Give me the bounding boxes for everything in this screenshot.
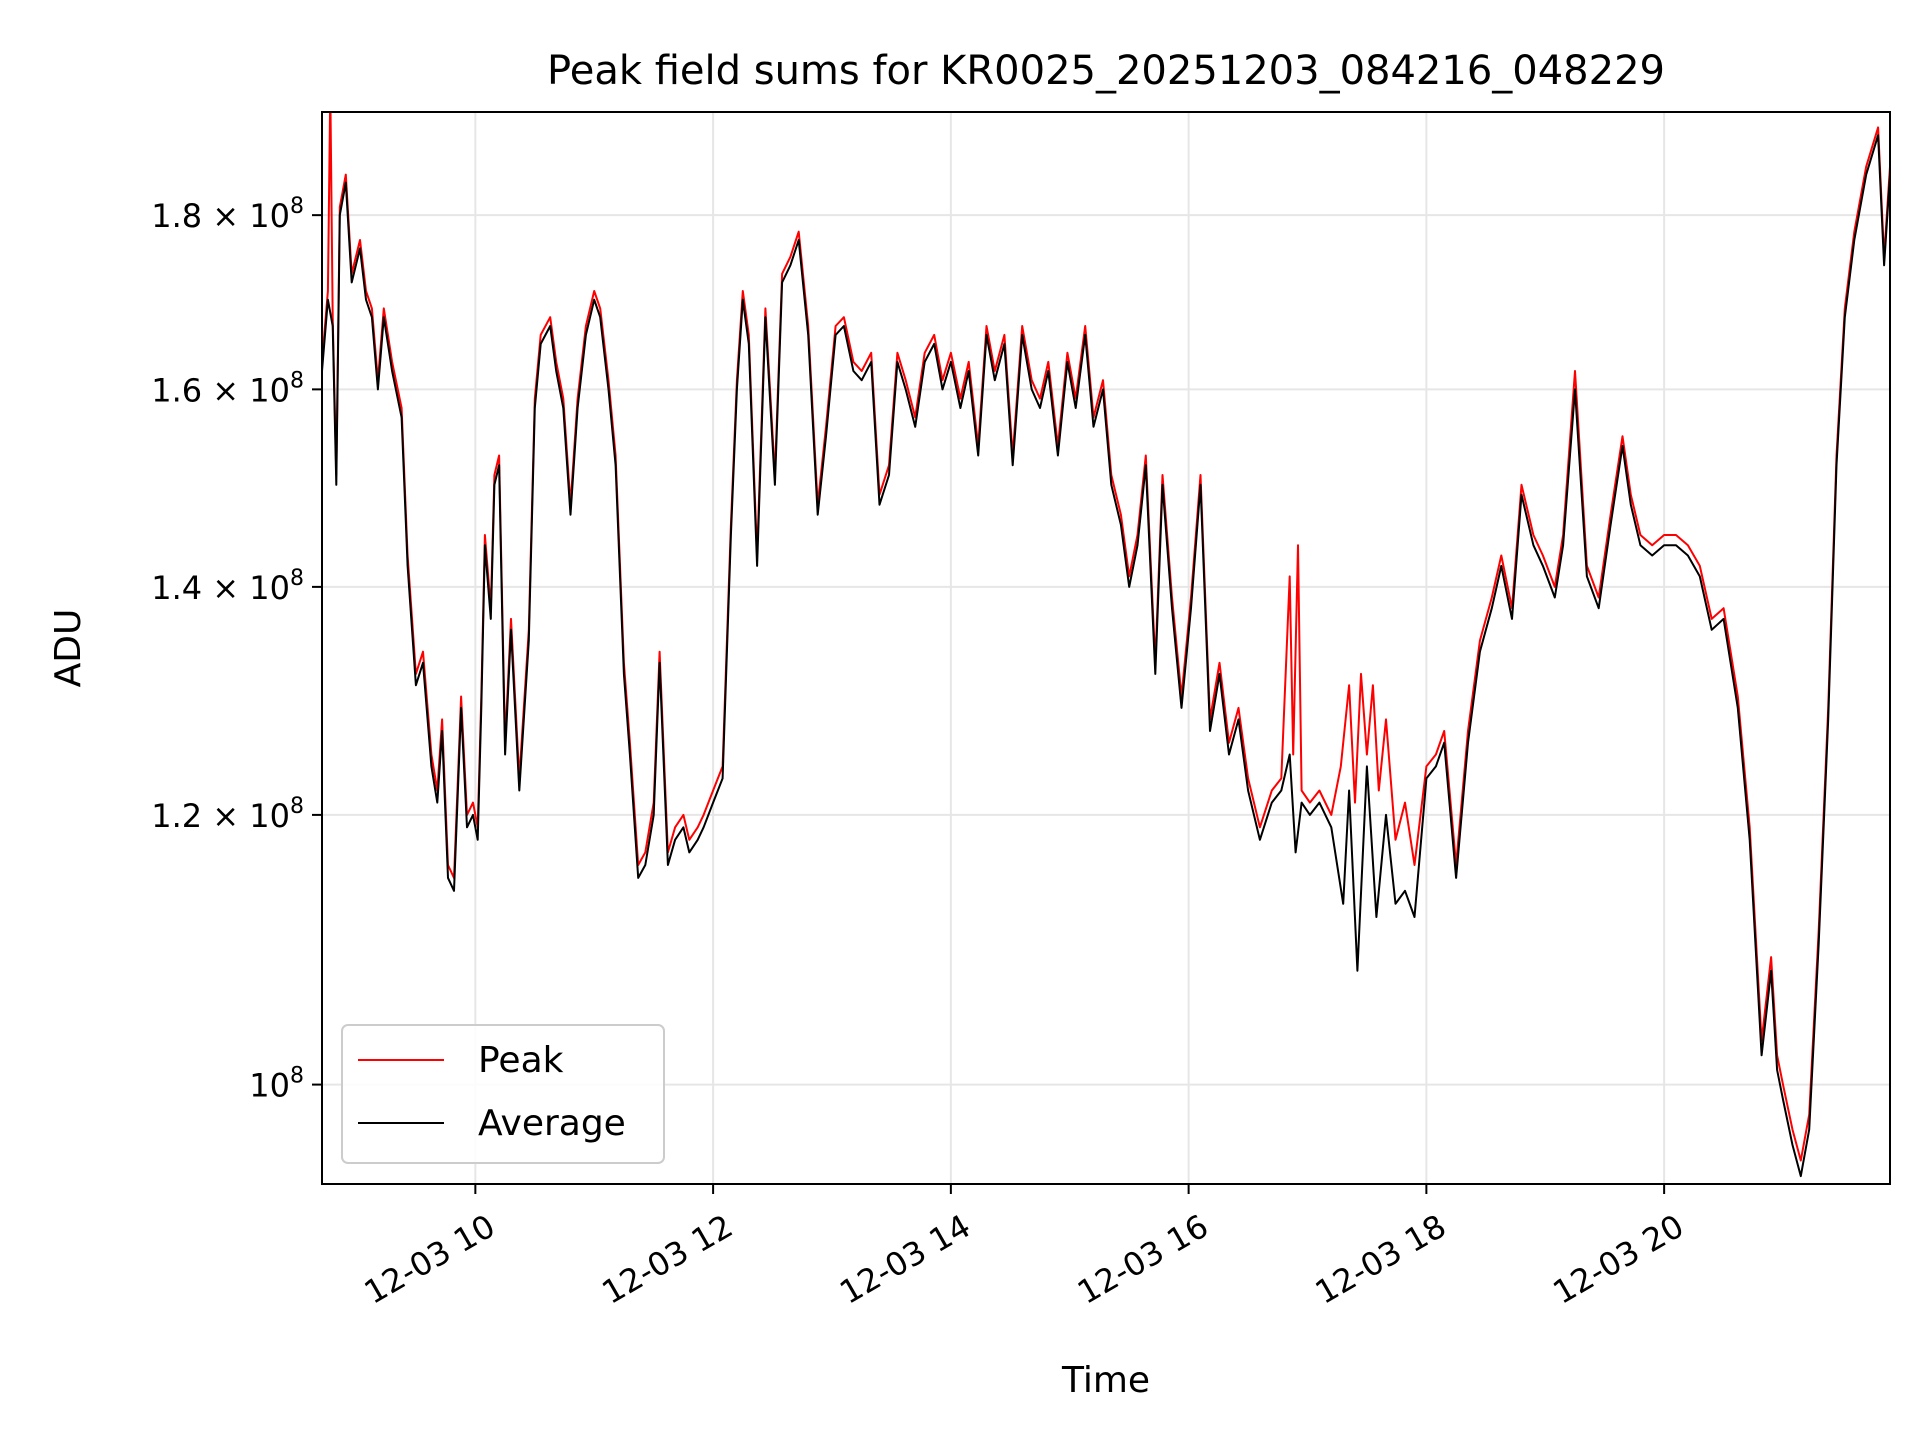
series-line-average [322, 134, 1890, 1178]
y-axis-ticks: 108 1.2 × 108 1.4 × 108 1.6 × 108 1.8 × 108 [151, 194, 322, 1105]
y-tick-label: 1.8 × 108 [151, 194, 304, 235]
legend: Peak Average [341, 1024, 665, 1164]
x-axis-label: Time [1061, 1360, 1150, 1401]
y-axis-label: ADU [48, 609, 89, 688]
y-tick-label: 108 [249, 1064, 304, 1105]
series-lines [322, 112, 1890, 1178]
legend-peak-label: Peak [478, 1040, 564, 1081]
y-tick-label: 1.2 × 108 [151, 794, 304, 835]
grid [322, 112, 1890, 1184]
y-tick-label: 1.4 × 108 [151, 566, 304, 607]
legend-average-label: Average [478, 1103, 626, 1144]
chart-title: Peak field sums for KR0025_20251203_0842… [547, 48, 1665, 94]
y-tick-label: 1.6 × 108 [151, 368, 304, 409]
plot-frame [321, 111, 1891, 1185]
